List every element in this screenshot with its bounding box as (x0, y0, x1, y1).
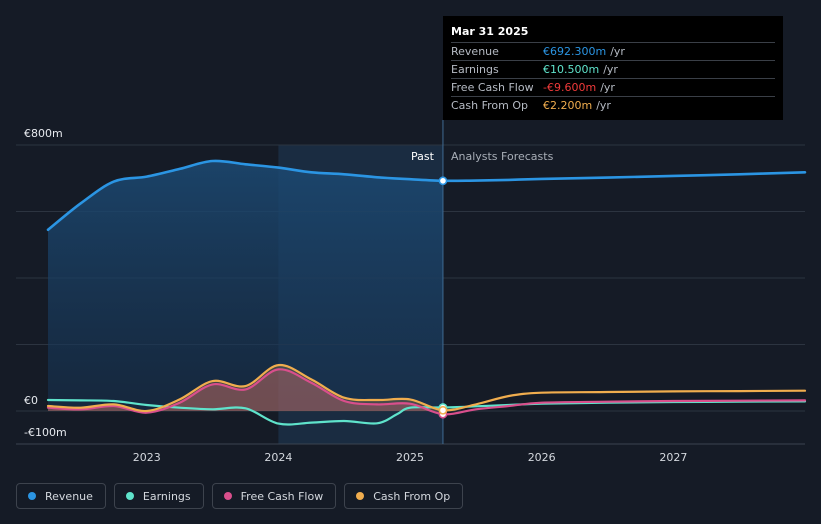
legend-dot-icon (223, 492, 232, 500)
tooltip-row-cash-from-op: Cash From Op €2.200m /yr (451, 97, 775, 114)
free-cash-flow-line (46, 368, 807, 416)
x-axis-tick-label: 2025 (396, 451, 424, 464)
tooltip-value: €2.200m (543, 99, 593, 112)
tooltip-label: Earnings (451, 63, 499, 76)
cash-from-op-line (46, 363, 807, 413)
y-axis-tick-label: €0 (24, 394, 38, 407)
tooltip-unit: /yr (600, 81, 615, 94)
y-axis-tick-label: -€100m (24, 426, 67, 439)
x-axis-tick-label: 2027 (659, 451, 687, 464)
tooltip-unit: /yr (596, 99, 611, 112)
revenue-area (48, 160, 443, 411)
past-label: Past (411, 150, 435, 163)
y-axis-tick-label: €800m (24, 127, 63, 140)
tooltip-row-earnings: Earnings €10.500m /yr (451, 61, 775, 79)
tooltip-row-revenue: Revenue €692.300m /yr (451, 43, 775, 61)
legend-dot-icon (356, 492, 365, 500)
tooltip-value: €692.300m (543, 45, 607, 58)
x-axis-tick-label: 2023 (133, 451, 161, 464)
forecast-label: Analysts Forecasts (451, 150, 554, 163)
legend-label: Earnings (142, 489, 191, 503)
legend-item-revenue[interactable]: Revenue (16, 483, 106, 509)
revenue-marker (438, 176, 448, 186)
tooltip-label: Free Cash Flow (451, 81, 534, 94)
legend-label: Cash From Op (373, 489, 451, 503)
tooltip-value: -€9.600m (543, 81, 597, 94)
tooltip-date: Mar 31 2025 (451, 22, 775, 43)
legend-item-cash-from-op[interactable]: Cash From Op (344, 483, 464, 509)
tooltip-label: Revenue (451, 45, 499, 58)
revenue-line (46, 159, 807, 232)
tooltip-label: Cash From Op (451, 99, 529, 112)
tooltip-unit: /yr (603, 63, 618, 76)
x-axis-tick-label: 2024 (264, 451, 292, 464)
legend-dot-icon (125, 492, 134, 500)
chart-legend: Revenue Earnings Free Cash Flow Cash Fro… (16, 483, 464, 509)
legend-item-free-cash-flow[interactable]: Free Cash Flow (211, 483, 337, 509)
cash-from-op-area (48, 365, 443, 412)
legend-item-earnings[interactable]: Earnings (113, 483, 204, 509)
cash-from-op-marker (438, 405, 448, 415)
tooltip-row-free-cash-flow: Free Cash Flow -€9.600m /yr (451, 79, 775, 97)
hover-tooltip: Mar 31 2025 Revenue €692.300m /yr Earnin… (443, 16, 783, 120)
free-cash-flow-area (48, 369, 443, 415)
legend-dot-icon (28, 492, 36, 500)
legend-label: Revenue (45, 489, 93, 503)
x-axis-tick-label: 2026 (528, 451, 556, 464)
tooltip-value: €10.500m (543, 63, 600, 76)
tooltip-unit: /yr (610, 45, 625, 58)
legend-label: Free Cash Flow (240, 489, 324, 503)
